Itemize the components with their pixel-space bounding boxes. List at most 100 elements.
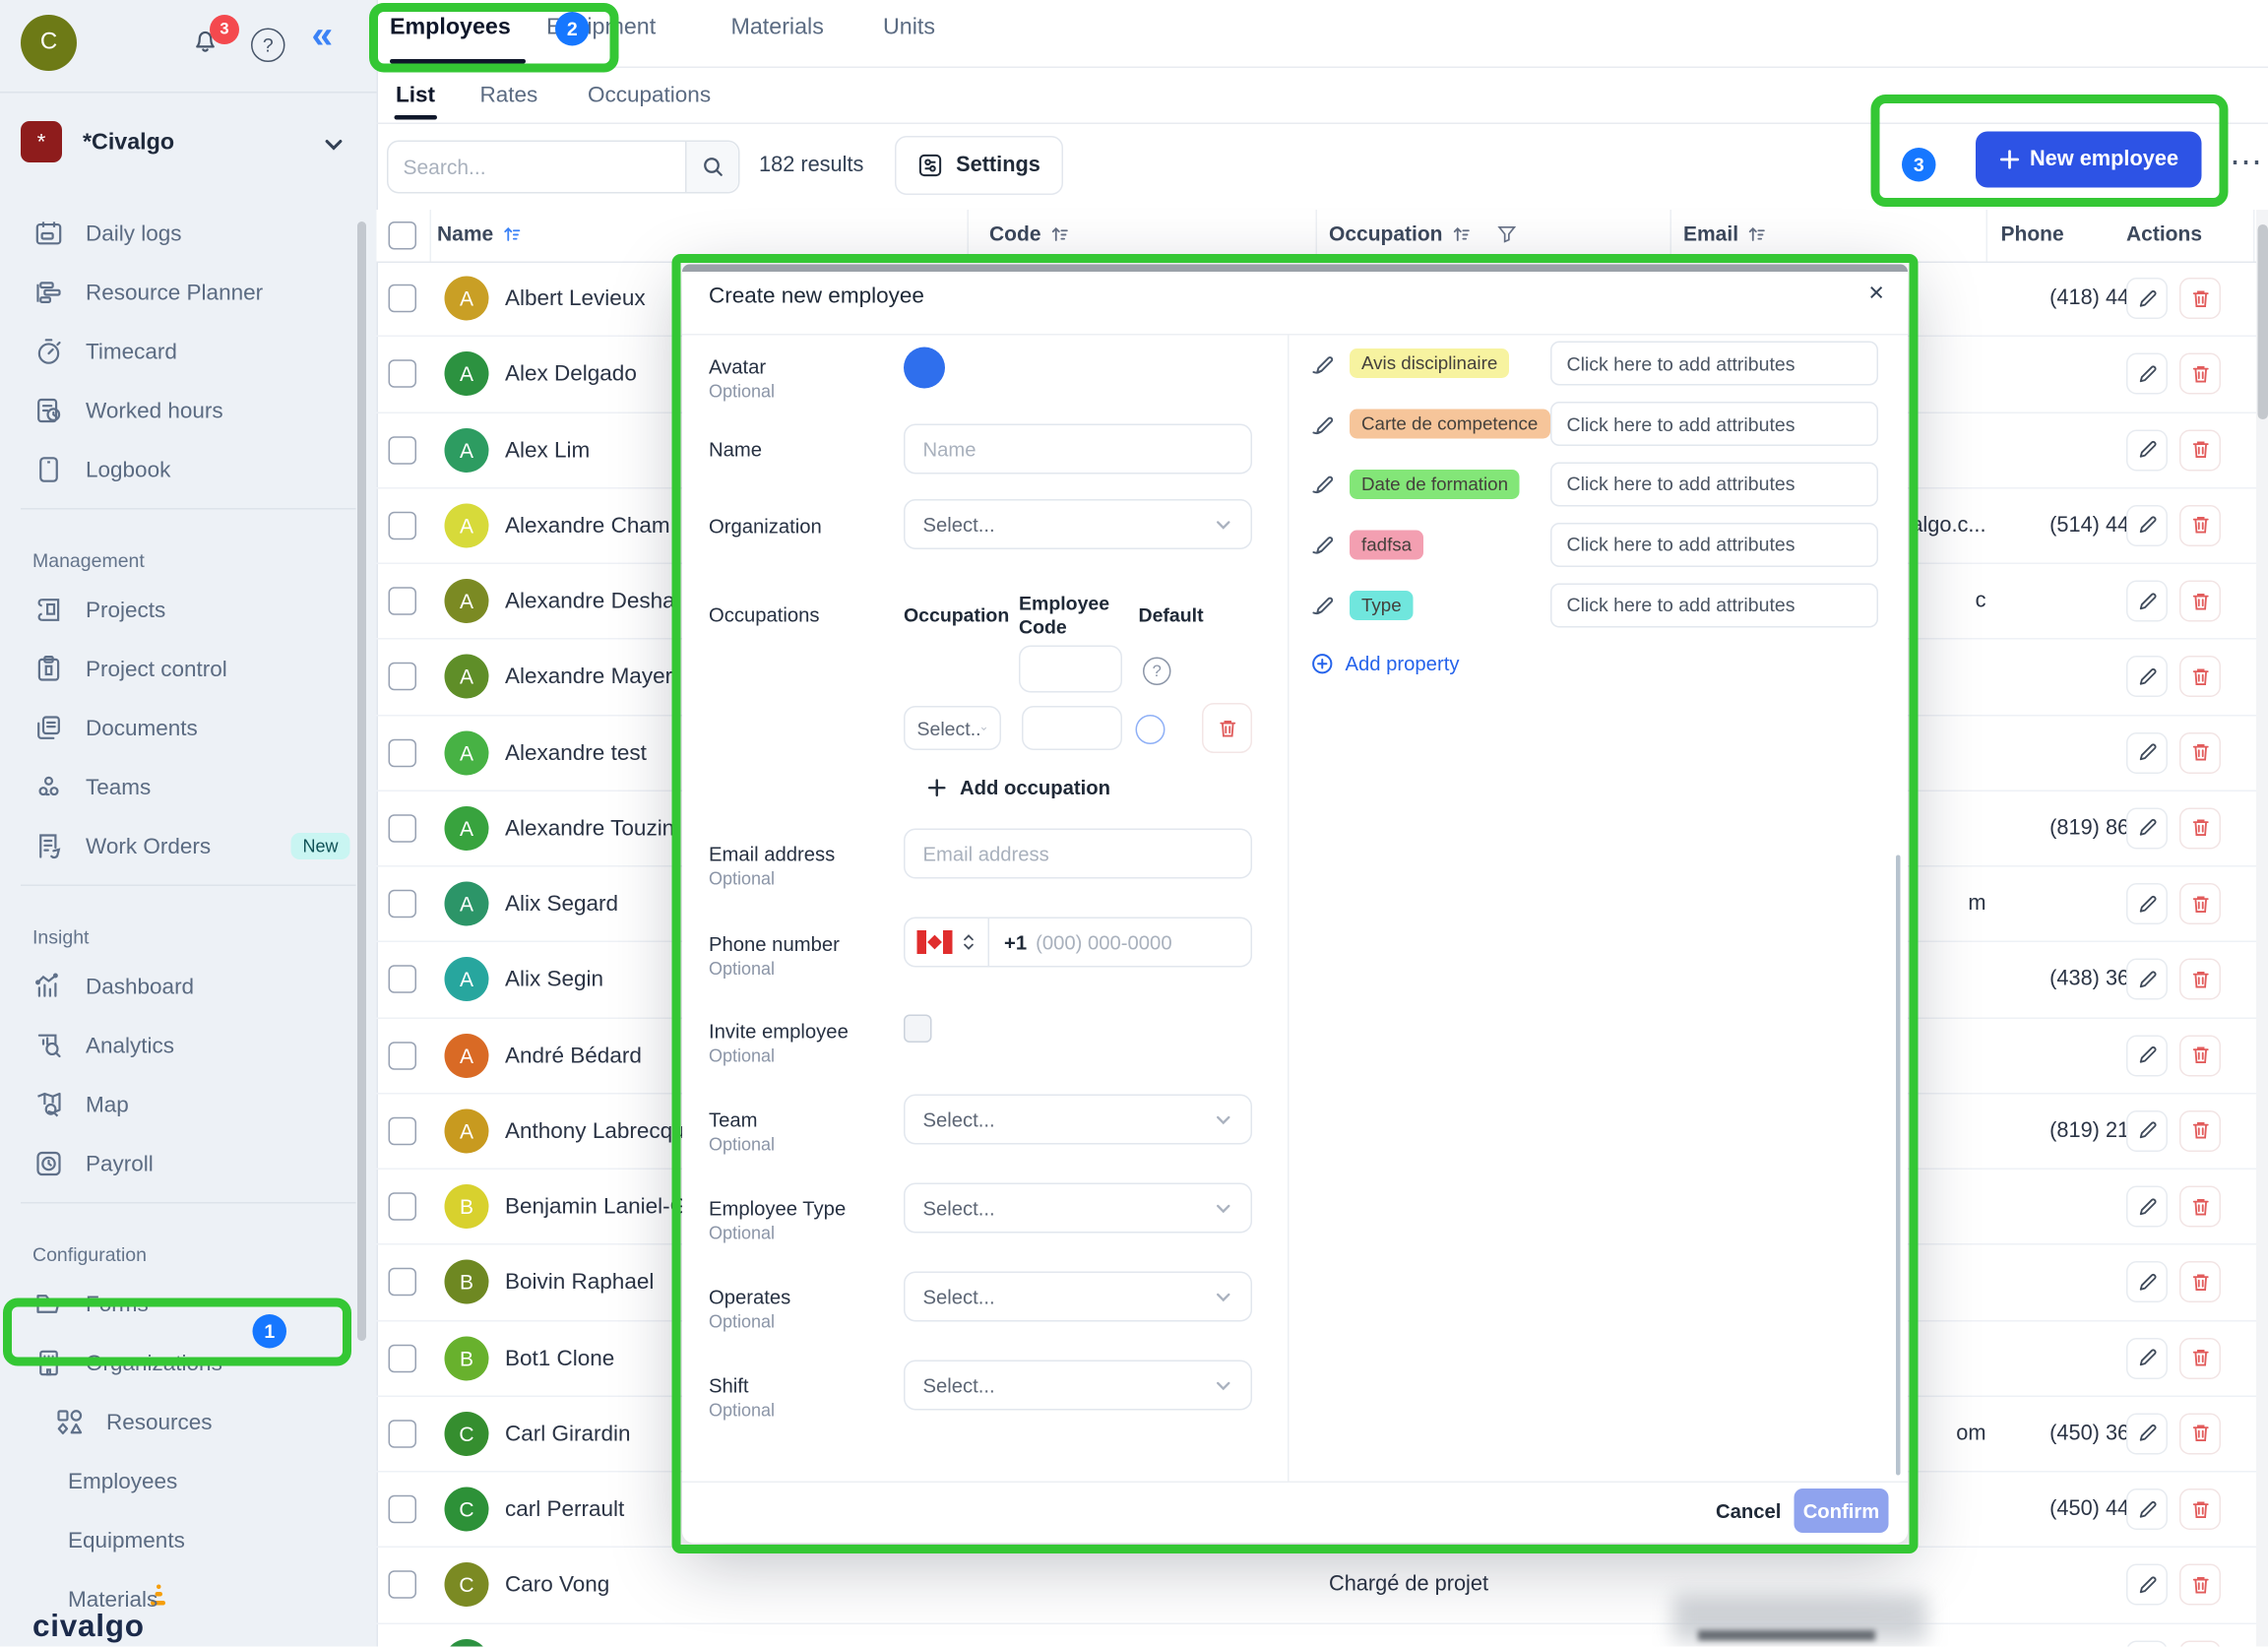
row-checkbox[interactable] — [389, 663, 417, 691]
help-icon[interactable]: ? — [251, 29, 285, 63]
chevron-down-icon[interactable] — [322, 133, 346, 157]
user-avatar[interactable]: C — [21, 15, 77, 71]
row-checkbox[interactable] — [389, 360, 417, 389]
edit-button[interactable] — [2126, 505, 2168, 546]
edit-button[interactable] — [2126, 883, 2168, 924]
modal-scrollbar-vertical[interactable] — [1896, 855, 1901, 1476]
delete-button[interactable] — [2179, 657, 2221, 698]
sidebar-item-employees[interactable]: Employees — [0, 1452, 377, 1511]
org-selector[interactable]: *Civalgo — [83, 130, 174, 157]
delete-button[interactable] — [2179, 1035, 2221, 1076]
delete-button[interactable] — [2179, 505, 2221, 546]
edit-button[interactable] — [2126, 278, 2168, 319]
edit-button[interactable] — [2126, 1110, 2168, 1152]
sidebar-item-project-control[interactable]: Project control — [0, 640, 377, 699]
search-input[interactable] — [389, 142, 686, 192]
sidebar-item-timecard[interactable]: Timecard — [0, 322, 377, 381]
tab-rates[interactable]: Rates — [480, 83, 538, 108]
sidebar-item-teams[interactable]: Teams — [0, 758, 377, 817]
delete-button[interactable] — [2179, 1564, 2221, 1606]
row-checkbox[interactable] — [389, 436, 417, 465]
delete-button[interactable] — [2179, 278, 2221, 319]
column-header-email[interactable]: Email — [1683, 222, 1767, 245]
country-select[interactable] — [906, 919, 990, 966]
attribute-input[interactable]: Click here to add attributes — [1550, 583, 1878, 627]
row-checkbox[interactable] — [389, 1420, 417, 1448]
edit-button[interactable] — [2126, 657, 2168, 698]
organization-select[interactable]: Select... — [904, 499, 1252, 549]
collapse-sidebar-icon[interactable]: « — [312, 12, 334, 58]
edit-button[interactable] — [2126, 353, 2168, 395]
row-checkbox[interactable] — [389, 738, 417, 767]
column-header-name[interactable]: Name — [437, 222, 522, 245]
sidebar-item-map[interactable]: Map — [0, 1075, 377, 1134]
row-checkbox[interactable] — [389, 814, 417, 843]
sidebar-item-worked-hours[interactable]: Worked hours — [0, 381, 377, 440]
delete-button[interactable] — [2179, 1186, 2221, 1228]
delete-button[interactable] — [2179, 959, 2221, 1000]
edit-button[interactable] — [2126, 731, 2168, 773]
row-checkbox[interactable] — [389, 1117, 417, 1146]
edit-button[interactable] — [2126, 959, 2168, 1000]
row-checkbox[interactable] — [389, 1192, 417, 1221]
sidebar-item-daily-logs[interactable]: Daily logs — [0, 204, 377, 263]
tab-materials[interactable]: Materials — [731, 15, 824, 41]
edit-button[interactable] — [2126, 1186, 2168, 1228]
delete-button[interactable] — [2179, 1489, 2221, 1530]
more-actions-button[interactable]: ⋯ — [2230, 144, 2265, 182]
edit-button[interactable] — [2126, 1413, 2168, 1454]
search-icon[interactable] — [685, 142, 738, 192]
sort-icon[interactable] — [1747, 223, 1767, 243]
sidebar-item-resource-planner[interactable]: Resource Planner — [0, 263, 377, 322]
operates-select[interactable]: Select... — [904, 1272, 1252, 1322]
sort-icon[interactable] — [1452, 223, 1472, 243]
sidebar-item-logbook[interactable]: Logbook — [0, 440, 377, 499]
column-header-code[interactable]: Code — [989, 222, 1069, 245]
settings-button[interactable]: Settings — [895, 136, 1063, 195]
confirm-button[interactable]: Confirm — [1795, 1489, 1889, 1533]
attribute-input[interactable]: Click here to add attributes — [1550, 342, 1878, 386]
employee-code-input[interactable] — [1019, 646, 1122, 693]
row-checkbox[interactable] — [389, 1042, 417, 1070]
row-checkbox[interactable] — [389, 1344, 417, 1372]
column-header-occupation[interactable]: Occupation — [1329, 222, 1517, 245]
edit-button[interactable] — [2126, 429, 2168, 471]
sidebar-item-analytics[interactable]: Analytics — [0, 1016, 377, 1075]
edit-button[interactable] — [2126, 807, 2168, 849]
edit-button[interactable] — [2126, 581, 2168, 622]
edit-button[interactable] — [2126, 1262, 2168, 1303]
tab-list[interactable]: List — [396, 83, 435, 108]
delete-button[interactable] — [2179, 581, 2221, 622]
row-checkbox[interactable] — [389, 1571, 417, 1600]
delete-button[interactable] — [2179, 1262, 2221, 1303]
sidebar-item-forms[interactable]: Forms — [0, 1275, 377, 1334]
team-select[interactable]: Select... — [904, 1095, 1252, 1145]
delete-button[interactable] — [2179, 429, 2221, 471]
new-employee-button[interactable]: New employee — [1976, 132, 2202, 188]
attribute-input[interactable]: Click here to add attributes — [1550, 462, 1878, 506]
sort-icon[interactable] — [502, 223, 522, 243]
delete-button[interactable] — [2179, 807, 2221, 849]
invite-checkbox[interactable] — [904, 1015, 932, 1044]
sidebar-item-payroll[interactable]: Payroll — [0, 1134, 377, 1193]
delete-button[interactable] — [2179, 883, 2221, 924]
sidebar-scrollbar[interactable] — [357, 222, 366, 1341]
row-checkbox[interactable] — [389, 1495, 417, 1524]
edit-button[interactable] — [2126, 1337, 2168, 1378]
delete-button[interactable] — [2179, 1110, 2221, 1152]
shift-select[interactable]: Select... — [904, 1361, 1252, 1411]
tab-occupations[interactable]: Occupations — [588, 83, 711, 108]
sidebar-item-work-orders[interactable]: Work Orders New — [0, 817, 377, 876]
avatar-color-swatch[interactable] — [904, 348, 945, 389]
phone-input[interactable]: +1 (000) 000-0000 — [904, 918, 1252, 968]
filter-icon[interactable] — [1497, 223, 1517, 243]
add-occupation-button[interactable]: Add occupation — [927, 777, 1110, 799]
sort-icon[interactable] — [1050, 223, 1070, 243]
cancel-button[interactable]: Cancel — [1698, 1491, 1798, 1532]
edit-button[interactable] — [2126, 1489, 2168, 1530]
name-input[interactable] — [904, 424, 1252, 475]
employee-type-select[interactable]: Select... — [904, 1183, 1252, 1234]
add-property-button[interactable]: Add property — [1311, 653, 1878, 675]
select-all-checkbox[interactable] — [389, 222, 417, 250]
delete-button[interactable] — [2179, 731, 2221, 773]
